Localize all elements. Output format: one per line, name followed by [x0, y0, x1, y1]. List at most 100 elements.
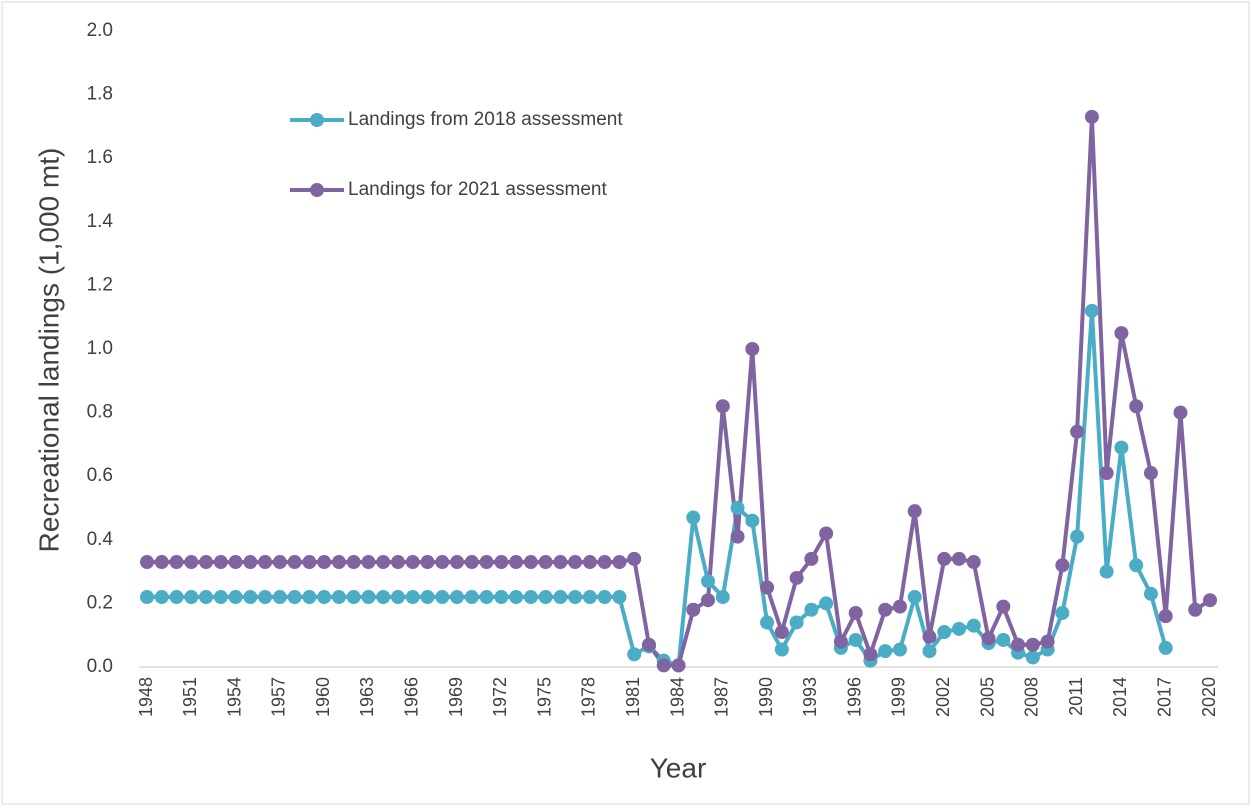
data-point: [302, 590, 317, 605]
data-point: [154, 555, 169, 570]
data-point: [184, 555, 199, 570]
data-point: [228, 590, 243, 605]
data-point: [272, 555, 287, 570]
y-tick-label: 0.0: [87, 656, 113, 677]
x-tick-label: 1987: [712, 677, 732, 717]
data-point: [1070, 424, 1085, 439]
data-point: [523, 590, 538, 605]
data-point: [494, 555, 509, 570]
data-point: [346, 555, 361, 570]
data-point: [213, 555, 228, 570]
data-point: [390, 590, 405, 605]
data-point: [450, 590, 465, 605]
data-point: [996, 599, 1011, 614]
data-point: [435, 555, 450, 570]
data-point: [833, 634, 848, 649]
data-point: [302, 555, 317, 570]
data-point: [346, 590, 361, 605]
data-point: [479, 590, 494, 605]
data-point: [258, 590, 273, 605]
x-tick-label: 1954: [224, 677, 244, 717]
data-point: [627, 647, 642, 662]
x-tick-label: 1999: [889, 677, 909, 717]
data-point: [789, 615, 804, 630]
legend-label: Landings from 2018 assessment: [348, 109, 623, 130]
data-point: [907, 590, 922, 605]
y-tick-label: 1.0: [87, 338, 113, 359]
data-point: [361, 555, 376, 570]
data-point: [937, 551, 952, 566]
data-point: [671, 658, 686, 673]
data-point: [715, 399, 730, 414]
data-point: [199, 590, 214, 605]
data-point: [892, 599, 907, 614]
x-tick-label: 1951: [180, 677, 200, 717]
data-point: [184, 590, 199, 605]
data-point: [848, 605, 863, 620]
x-tick-label: 2008: [1022, 677, 1042, 717]
data-point: [140, 590, 154, 605]
data-point: [774, 642, 789, 657]
data-point: [258, 555, 273, 570]
data-point: [390, 555, 405, 570]
data-point: [878, 644, 893, 659]
data-point: [435, 590, 450, 605]
data-point: [612, 555, 627, 570]
data-point: [701, 593, 716, 608]
data-point: [272, 590, 287, 605]
data-point: [774, 625, 789, 640]
data-point: [568, 555, 583, 570]
data-point: [331, 555, 346, 570]
data-point: [228, 555, 243, 570]
legend-marker: [310, 183, 324, 197]
data-point: [243, 555, 258, 570]
data-point: [760, 580, 775, 595]
data-point: [1099, 466, 1114, 481]
data-point: [331, 590, 346, 605]
x-tick-label: 1975: [534, 677, 554, 717]
x-tick-label: 1990: [756, 677, 776, 717]
data-point: [612, 590, 627, 605]
x-tick-label: 1981: [623, 677, 643, 717]
data-point: [641, 637, 656, 652]
data-point: [597, 555, 612, 570]
data-point: [287, 590, 302, 605]
data-point: [405, 555, 420, 570]
y-tick-label: 1.2: [87, 274, 113, 295]
data-point: [730, 501, 745, 515]
data-point: [996, 632, 1011, 647]
legend-marker: [310, 113, 324, 127]
data-point: [523, 555, 538, 570]
data-point: [317, 555, 332, 570]
x-tick-label: 2020: [1199, 677, 1219, 717]
y-tick-label: 0.8: [87, 402, 113, 423]
y-axis-label: Recreational landings (1,000 mt): [33, 148, 64, 553]
x-tick-label: 1960: [313, 677, 333, 717]
data-point: [745, 513, 760, 528]
data-point: [1188, 602, 1203, 617]
data-point: [553, 555, 568, 570]
data-point: [686, 602, 701, 617]
x-axis-label: Year: [650, 752, 707, 783]
data-point: [597, 590, 612, 605]
data-point: [952, 551, 967, 566]
data-point: [656, 658, 671, 673]
data-point: [1129, 399, 1144, 414]
x-tick-label: 1972: [490, 677, 510, 717]
data-point: [804, 551, 819, 566]
data-point: [1158, 609, 1173, 624]
data-point: [376, 590, 391, 605]
data-point: [966, 555, 981, 570]
data-point: [1025, 637, 1040, 652]
data-point: [154, 590, 169, 605]
data-point: [538, 555, 553, 570]
data-point: [582, 555, 597, 570]
x-tick-label: 2005: [977, 677, 997, 717]
data-point: [376, 555, 391, 570]
x-tick-label: 1966: [402, 677, 422, 717]
data-point: [213, 590, 228, 605]
data-point: [686, 510, 701, 525]
x-tick-label: 1948: [136, 677, 156, 717]
